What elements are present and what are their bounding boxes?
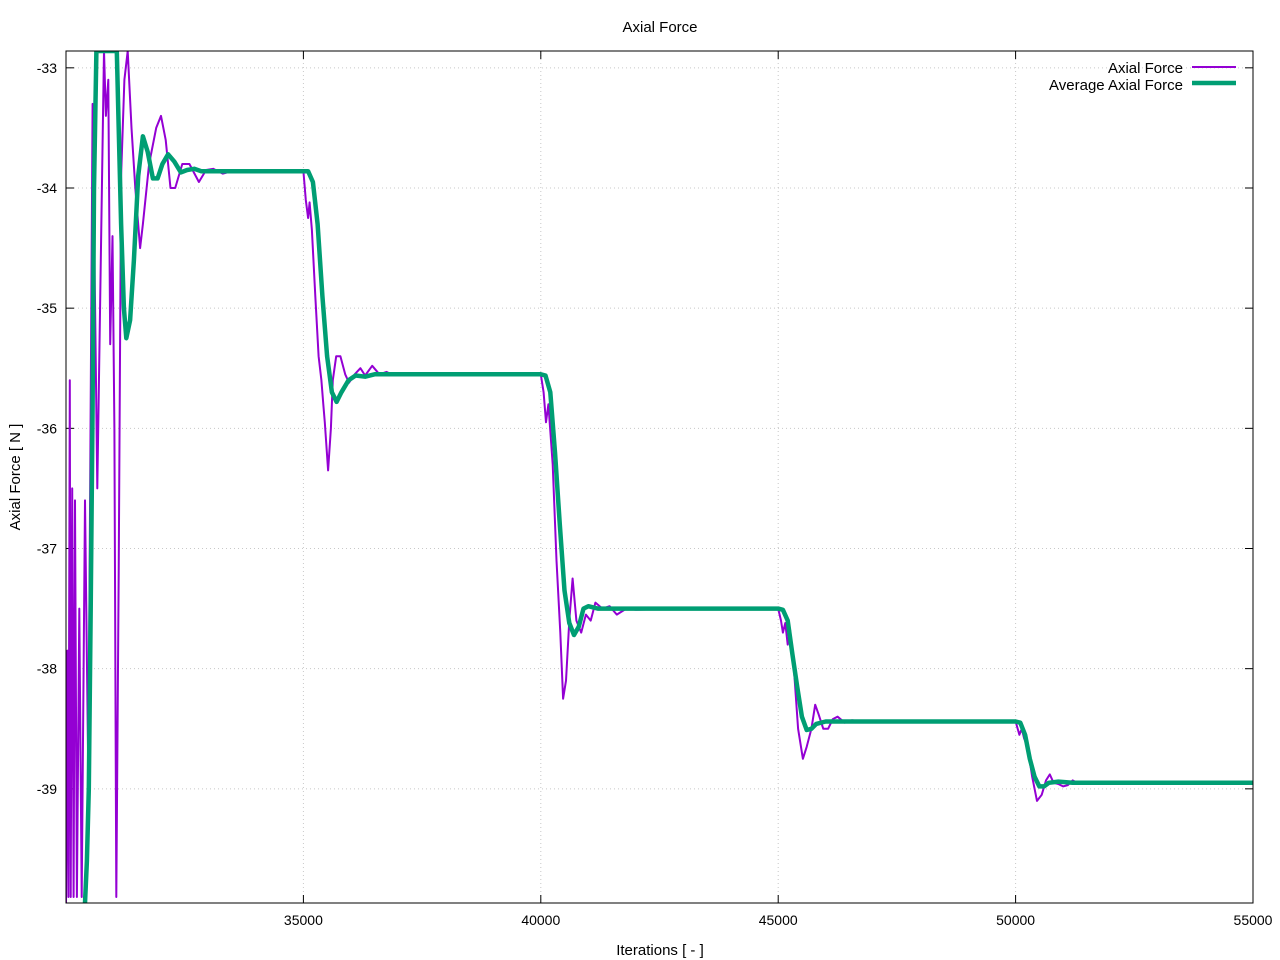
- legend-label-axial-force: Axial Force: [1108, 60, 1183, 77]
- x-tick-label: 35000: [284, 912, 323, 928]
- average-axial-force-line: [82, 51, 1253, 903]
- x-tick-label: 55000: [1234, 912, 1273, 928]
- tick-marks: [66, 51, 1254, 903]
- grid-lines: [66, 51, 1253, 903]
- y-tick-label: -33: [37, 60, 57, 76]
- legend-label-average-axial-force: Average Axial Force: [1049, 77, 1183, 94]
- y-tick-label: -37: [37, 541, 57, 557]
- chart-title: Axial Force: [622, 19, 697, 36]
- series-lines: [66, 51, 1253, 903]
- tick-labels: 35000 40000 45000 50000 55000 -33 -34 -35 -36 -37…: [37, 60, 1273, 928]
- plot-frame: [65, 50, 1254, 904]
- x-tick-label: 40000: [521, 912, 560, 928]
- legend: Axial Force Average Axial Force: [1049, 60, 1236, 94]
- x-tick-label: 50000: [996, 912, 1035, 928]
- axial-force-line: [66, 51, 1253, 903]
- x-tick-label: 45000: [759, 912, 798, 928]
- y-tick-label: -36: [37, 420, 57, 436]
- x-axis-title: Iterations [ - ]: [616, 942, 704, 959]
- y-tick-label: -38: [37, 661, 57, 677]
- y-tick-label: -34: [37, 180, 57, 196]
- y-tick-label: -35: [37, 300, 57, 316]
- y-tick-label: -39: [37, 781, 57, 797]
- y-axis-title: Axial Force [ N ]: [7, 424, 24, 531]
